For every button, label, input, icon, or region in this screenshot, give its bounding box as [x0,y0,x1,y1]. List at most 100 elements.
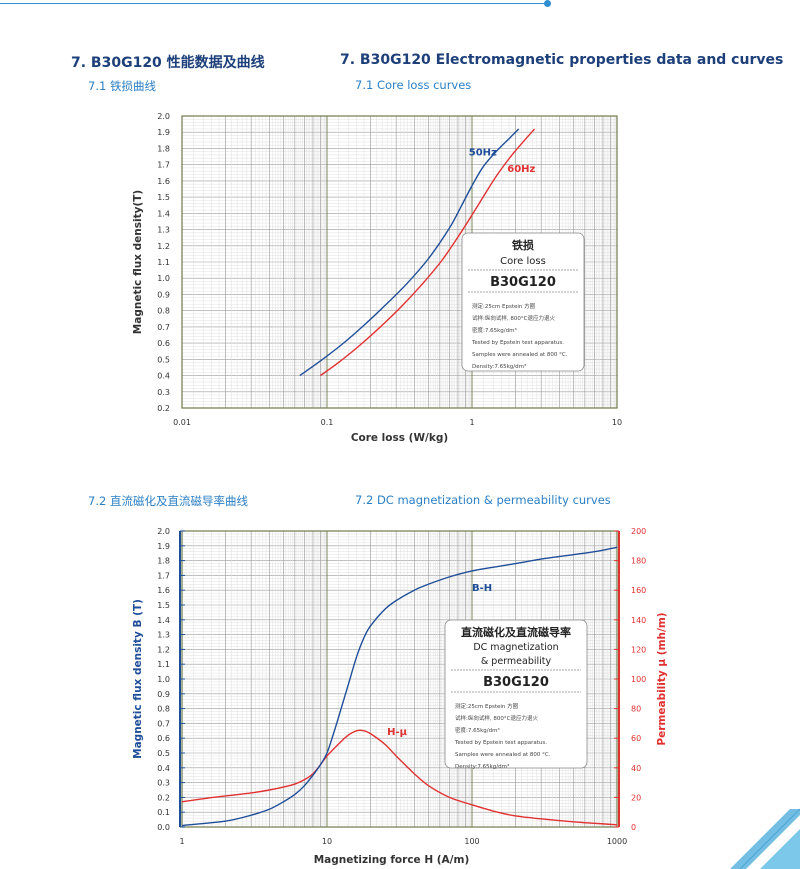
core-loss-chart: 0.2 0.3 0.4 0.5 0.6 0.7 0.8 0.9 1.0 1.1 1.2 1.3 1.4 1… [132,112,622,444]
y2-tick-label: 200 [631,527,646,536]
legend-note: 试样:纵向试样, 800°C退应力退火 [472,314,555,322]
x-axis-label: Core loss (W/kg) [351,432,448,444]
y-tick-label: 0.6 [157,339,170,348]
y-tick-label: 2.0 [157,527,170,536]
legend-note: 测定:25cm Epstein 方圈 [455,702,519,710]
y-tick-label: 1.3 [157,631,170,640]
series-label-h-mu: H-μ [387,727,408,738]
y-tick-label: 1.1 [157,660,170,669]
legend-title-en: Core loss [500,256,546,267]
legend-grade: B30G120 [490,275,556,290]
subsection-title-en-1: 7.1 Core loss curves [355,78,472,92]
corner-decoration [730,808,800,869]
y2-tick-label: 80 [631,705,641,714]
y-tick-label: 1.2 [157,645,170,654]
y2-tick-label: 20 [631,793,641,802]
legend-box: 直流磁化及直流磁导率 DC magnetization & permeability… [444,619,588,770]
y-tick-label: 2.0 [157,112,170,121]
y-tick-label: 0.7 [157,323,170,332]
y-tick-label: 1.8 [157,144,170,153]
y-tick-label: 1.8 [157,557,170,566]
y-tick-label: 1.0 [157,675,170,684]
y-tick-label: 1.6 [157,177,170,186]
legend-box-frame [461,232,585,372]
series-line-b-h [181,546,618,827]
y-axis-label: Magnetic flux density B (T) [132,599,144,759]
series-label-60hz: 60Hz [507,164,535,175]
y2-tick-label: 180 [631,557,646,566]
legend-note: 密度:7.65kg/dm³ [472,326,517,334]
y-tick-label: 1.9 [157,542,170,551]
series-line-60hz [319,128,536,377]
legend-box-frame [444,619,588,769]
subsection-title-cn-2: 7.2 直流磁化及直流磁导率曲线 [88,494,248,508]
legend-title-cn: 直流磁化及直流磁导率 [461,625,571,639]
x-tick-label: 0.1 [321,418,334,427]
y-tick-label: 0.0 [157,823,170,832]
subsection-title-en-2: 7.2 DC magnetization & permeability curv… [355,493,611,507]
y-tick-label: 0.5 [157,355,170,364]
x-tick-label: 10 [612,418,622,427]
legend-note: Samples were annealed at 800 °C. [455,752,551,758]
x-tick-label: 100 [464,837,479,846]
y-tick-label: 0.9 [157,690,170,699]
y2-tick-label: 120 [631,645,646,654]
legend-title-cn: 铁损 [512,238,534,252]
y-tick-label: 1.5 [157,601,170,610]
x-axis-label: Magnetizing force H (A/m) [314,854,470,866]
series-line-h-mu [181,729,618,826]
y-tick-label: 0.2 [157,793,170,802]
plot-frame [181,115,618,409]
legend-box: 铁损 Core loss B30G120 测定:25cm Epstein 方圈试样:纵… [461,232,585,372]
legend-note: Tested by Epstein test apparatus. [471,340,564,346]
y-tick-label: 1.4 [157,209,170,218]
y-tick-label: 1.2 [157,242,170,251]
legend-grade: B30G120 [483,675,549,690]
y2-tick-label: 160 [631,586,646,595]
y-tick-label: 0.5 [157,749,170,758]
x-tick-label: 1000 [607,837,627,846]
y2-tick-label: 40 [631,764,641,773]
y-tick-label: 1.0 [157,274,170,283]
legend-note: 密度:7.65kg/dm³ [455,726,500,734]
section-title-cn: 7. B30G120 性能数据及曲线 [71,55,265,71]
legend-note: Tested by Epstein test apparatus. [454,740,547,746]
y2-tick-label: 0 [631,823,636,832]
legend-note: 试样:纵向试样, 800°C退应力退火 [455,714,538,722]
y2-tick-label: 100 [631,675,646,684]
y-tick-label: 0.1 [157,808,170,817]
y-tick-label: 1.9 [157,128,170,137]
legend-title-en-1: DC magnetization [473,642,558,653]
y-tick-label: 1.5 [157,193,170,202]
y-tick-label: 0.8 [157,705,170,714]
legend-title-en-2: & permeability [481,656,552,667]
y-tick-label: 1.6 [157,586,170,595]
series-line-50hz [299,128,520,377]
y-tick-label: 0.4 [157,372,170,381]
y-axis-label: Magnetic flux density(T) [132,190,144,334]
x-tick-label: 1 [469,418,474,427]
y-tick-label: 0.7 [157,719,170,728]
y-tick-label: 1.7 [157,161,170,170]
section-title-en: 7. B30G120 Electromagnetic properties da… [340,52,784,68]
top-rule-dot [544,0,551,7]
legend-note: Density:7.65kg/dm³ [472,363,526,370]
legend-note: Samples were annealed at 800 °C. [472,352,568,358]
legend-note: Density:7.65kg/dm³ [455,763,509,770]
subsection-title-cn-1: 7.1 铁损曲线 [88,79,156,93]
y-tick-label: 1.7 [157,571,170,580]
y-tick-label: 0.2 [157,404,170,413]
top-rule [0,3,547,4]
y-tick-label: 0.3 [157,388,170,397]
series-label-b-h: B-H [472,583,492,594]
y-tick-label: 0.4 [157,764,170,773]
y2-tick-label: 140 [631,616,646,625]
y-tick-label: 0.8 [157,307,170,316]
y-tick-label: 1.3 [157,226,170,235]
y-tick-label: 1.1 [157,258,170,267]
series-label-50hz: 50Hz [469,148,497,159]
y-tick-label: 1.4 [157,616,170,625]
y-tick-label: 0.9 [157,290,170,299]
y2-axis-label: Permeability μ (mh/m) [656,612,668,745]
